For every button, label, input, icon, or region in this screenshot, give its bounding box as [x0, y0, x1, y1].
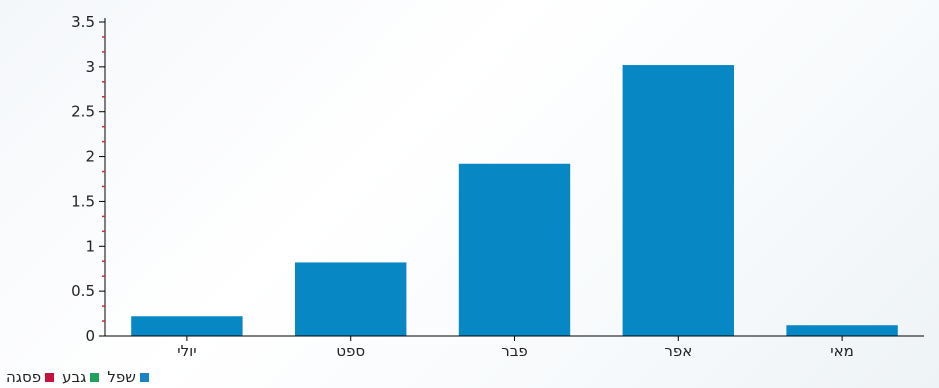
- y-tick-label: 0.5: [71, 282, 95, 300]
- y-tick-label: 0: [85, 327, 95, 345]
- legend-swatch-low: [139, 372, 149, 382]
- legend-swatch-mid: [90, 372, 100, 382]
- x-tick-label: ספט: [336, 342, 365, 360]
- bars: [131, 65, 898, 336]
- y-tick-label: 3: [85, 58, 95, 76]
- y-tick-label: 1.5: [71, 192, 95, 210]
- bar[interactable]: [458, 163, 571, 336]
- legend-item-high[interactable]: פסגה: [6, 368, 55, 386]
- y-tick-label: 3.5: [71, 13, 95, 31]
- x-axis: יולי ספט פבר אפר מאי: [105, 335, 924, 360]
- bar[interactable]: [295, 262, 407, 336]
- bar[interactable]: [786, 325, 898, 336]
- bar[interactable]: [622, 65, 734, 336]
- legend-label-low: שפל: [107, 368, 136, 386]
- legend-label-mid: גבע: [62, 368, 87, 386]
- y-tick-label: 2.5: [71, 103, 95, 121]
- legend: שפל גבע פסגה: [6, 367, 149, 387]
- bar[interactable]: [131, 316, 243, 336]
- legend-label-high: פסגה: [6, 368, 42, 386]
- y-tick-label: 1: [85, 237, 95, 255]
- x-tick-label: מאי: [830, 342, 854, 360]
- x-tick-label: פבר: [501, 342, 528, 360]
- y-tick-label: 2: [85, 148, 95, 166]
- x-tick-label: יולי: [177, 342, 196, 360]
- x-tick-label: אפר: [664, 342, 692, 360]
- legend-item-low[interactable]: שפל: [107, 368, 149, 386]
- legend-item-mid[interactable]: גבע: [62, 368, 100, 386]
- legend-swatch-high: [45, 372, 55, 382]
- y-axis: 0 0.5 1 1.5 2 2.5 3 3.5: [71, 13, 106, 345]
